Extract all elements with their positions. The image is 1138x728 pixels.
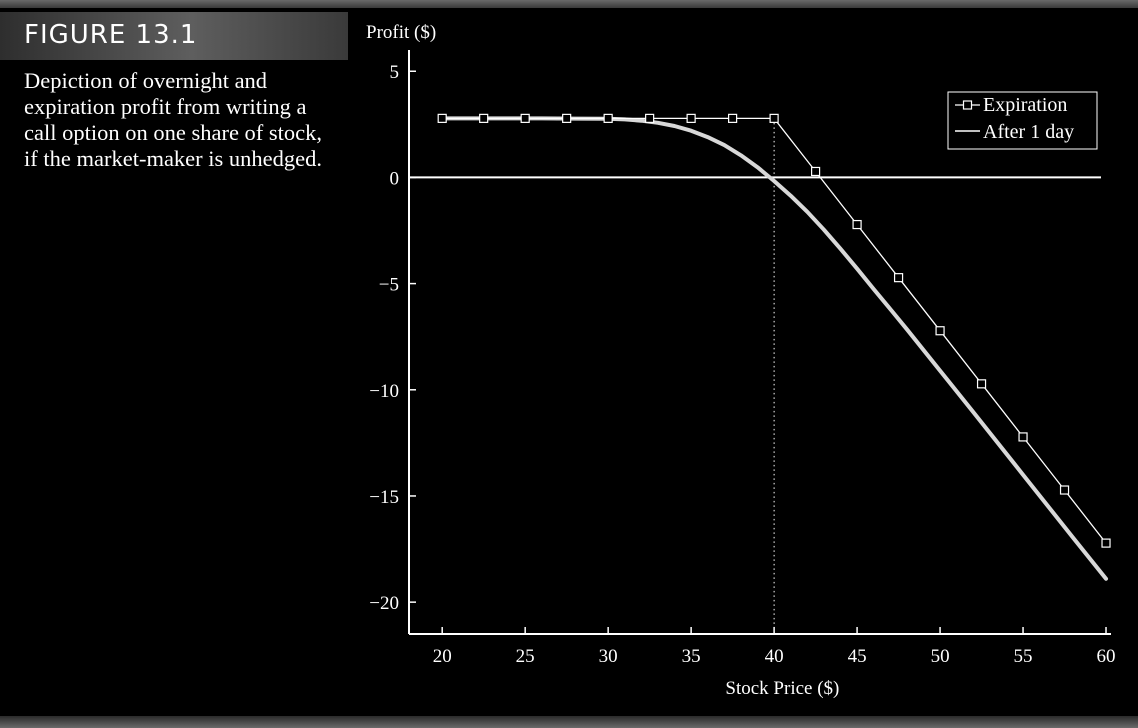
x-tick-label: 25 [516,646,535,667]
x-axis-label: Stock Price ($) [725,678,839,699]
expiration-square-marker [1059,485,1070,495]
x-tick-label: 35 [682,646,701,667]
expiration-square-marker [645,113,655,123]
y-tick-label: −20 [369,593,399,614]
y-axis-label: Profit ($) [366,22,436,43]
x-tick-label: 55 [1014,646,1033,667]
expiration-square-marker [810,166,821,177]
x-tick-label: 40 [765,646,784,667]
expiration-square-marker [479,113,489,123]
axes [408,50,1111,635]
y-tick-label: 0 [390,168,400,189]
figure-caption: Depiction of overnight and expiration pr… [24,68,323,171]
legend-expiration-label: Expiration [983,94,1067,116]
x-tick-label: 20 [433,646,452,667]
y-tick-label: −10 [369,381,399,402]
expiration-square-marker [437,113,447,123]
expiration-square-marker [562,113,572,123]
legend: Expiration After 1 day [947,91,1098,150]
legend-box [947,91,1098,150]
y-tick-label: −5 [379,275,399,296]
bottom-frame-bar [0,716,1138,728]
expiration-square-marker [1018,432,1028,442]
figure-label: FIGURE 13.1 [24,20,198,50]
legend-expiration-square-marker [962,100,973,110]
expiration-square-marker [520,113,530,123]
expiration-square-marker [769,113,779,123]
expiration-square-marker [686,113,696,123]
figure-label-box: FIGURE 13.1 [0,12,348,60]
series [437,113,1111,581]
legend-after-1-day-label: After 1 day [983,121,1074,143]
expiration-square-marker [893,273,904,283]
y-tick-label: 5 [390,62,400,83]
top-frame-bar [0,0,1138,8]
x-tick-label: 30 [599,646,618,667]
expiration-square-marker [1101,538,1111,548]
expiration-square-marker [603,113,613,123]
y-tick-label: −15 [369,487,399,508]
expiration-square-marker [728,113,738,123]
expiration-square-marker [976,379,987,389]
expiration-square-marker [935,326,945,336]
expiration-square-marker [852,219,862,230]
x-tick-label: 60 [1097,646,1116,667]
x-tick-label: 50 [931,646,950,667]
x-tick-label: 45 [848,646,867,667]
